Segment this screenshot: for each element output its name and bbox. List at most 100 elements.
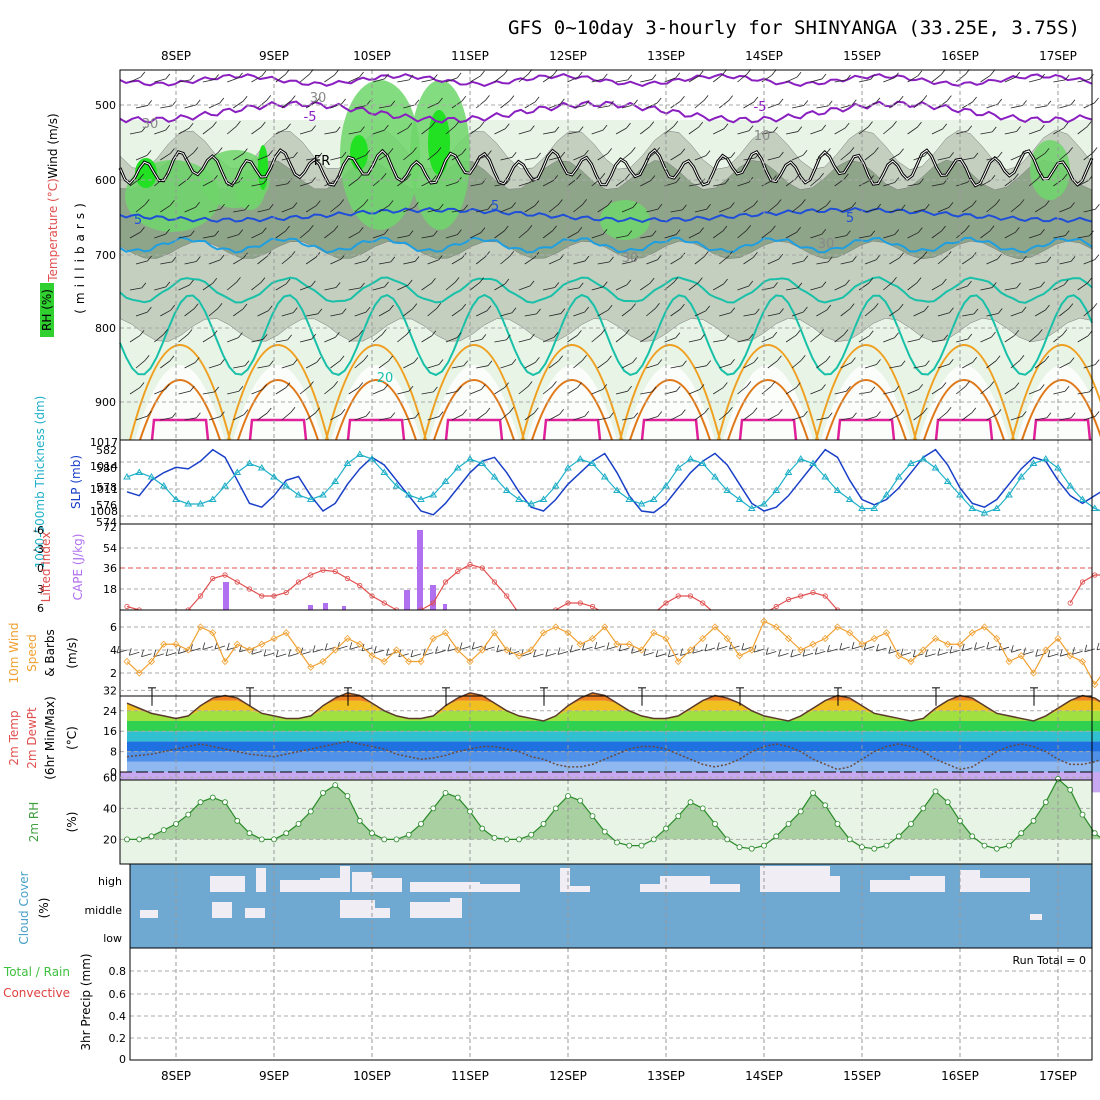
wind-barb: [129, 131, 142, 135]
wind-barb-flag: [998, 643, 1002, 651]
cloud-label: Cloud Cover: [17, 871, 31, 944]
cloud-block: [450, 898, 462, 918]
wind-barb: [980, 230, 991, 239]
wind-barb-flag: [536, 308, 541, 315]
wind-barb-flag: [633, 256, 639, 262]
wind-barb-flag: [986, 641, 990, 650]
isotherm-minus10: [119, 72, 1093, 88]
wind-speed-marker: [968, 629, 976, 637]
wind-barb: [427, 208, 440, 213]
wind-barb-flag: [408, 385, 414, 392]
wind-barb-flag: [700, 334, 705, 340]
thickness-marker: [576, 455, 585, 462]
wind-barb-flag: [1092, 303, 1098, 309]
wind-speed-marker: [686, 646, 695, 654]
wind-barb-flag: [365, 410, 371, 417]
rh-marker: [565, 793, 571, 799]
wind-barb: [348, 335, 359, 343]
isotherm-35: [542, 418, 602, 441]
wind-barb-flag: [991, 331, 996, 338]
thickness-marker: [515, 495, 523, 502]
wind-barb: [567, 231, 579, 239]
thickness-marker: [282, 482, 291, 489]
thickness-marker: [956, 491, 964, 498]
wind-barb-flag: [194, 357, 200, 363]
wind-barb-flag: [1040, 229, 1045, 235]
temp-band: [127, 721, 1100, 732]
wind-barb: [664, 337, 676, 343]
wind-barb: [567, 335, 578, 343]
wind-barb-flag: [947, 95, 952, 101]
wind-barb: [494, 74, 505, 83]
wind-barb: [840, 260, 853, 265]
lifted-index-marker: [1067, 600, 1073, 606]
wind-barb: [476, 365, 489, 369]
wind-barb-flag: [773, 126, 778, 133]
wind-barb-flag: [1059, 649, 1063, 657]
slp-line: [126, 448, 1100, 516]
wind-barb: [208, 208, 221, 213]
wind-barb: [1083, 308, 1094, 317]
wind-barb-flag: [1040, 124, 1045, 131]
temperature-contours: [118, 72, 1100, 441]
wind-barb-flag: [703, 95, 709, 101]
date-label-bottom: 13SEP: [647, 1069, 685, 1083]
wind-barbs: [129, 69, 1100, 421]
wind-barb-flag: [116, 645, 120, 654]
wind-barb-flag: [238, 229, 244, 235]
wind-speed-marker: [748, 646, 756, 654]
wind-barb: [1023, 651, 1034, 656]
wind-barb: [451, 365, 464, 369]
lifted-index-marker: [700, 600, 706, 606]
wind-barb: [135, 105, 148, 109]
tick-label: 1017: [90, 436, 118, 449]
lifted-index-marker: [442, 579, 449, 585]
wind-barb: [790, 653, 801, 658]
wind-barb-flag: [876, 411, 881, 417]
wind-barb: [184, 104, 197, 109]
rh-shading: [119, 80, 1100, 440]
wind-barb: [542, 180, 554, 187]
wind-barb-flag: [698, 121, 704, 128]
wind-barb-flag: [800, 355, 806, 361]
wind-barb: [386, 651, 397, 656]
wind-barb-flag: [1062, 173, 1068, 180]
wind-barb-flag: [1021, 149, 1027, 156]
wind-barb-flag: [333, 69, 339, 76]
wind-speed-marker: [637, 646, 646, 654]
wind-barb-flag: [171, 412, 177, 418]
wind-barb-flag: [844, 173, 849, 180]
wind-barb: [202, 646, 213, 650]
wind-barb: [154, 177, 164, 187]
wind-barb: [470, 232, 482, 239]
wind-barb-flag: [189, 385, 195, 392]
wind-barb: [743, 157, 756, 161]
wind-barb-flag: [967, 125, 973, 131]
wind-barb-flag: [894, 332, 899, 338]
wind-barb-flag: [577, 330, 582, 336]
wind-speed-marker: [270, 634, 278, 643]
wind-barb-flag: [365, 255, 371, 262]
tick-label: 3: [37, 583, 44, 596]
rh-marker: [944, 799, 951, 806]
wind-speed-marker: [319, 657, 327, 666]
wind-barb-flag: [995, 355, 1001, 362]
rh-marker: [479, 825, 486, 832]
wind-barb-flag: [1068, 303, 1074, 309]
wind-barb-flag: [243, 252, 248, 259]
wind-barb-flag: [773, 282, 778, 288]
tick-label: 576: [96, 499, 117, 512]
wind-barb: [410, 653, 422, 658]
wind-barb: [1077, 391, 1090, 395]
wind-barb: [135, 204, 146, 213]
wind-barb: [476, 310, 488, 317]
wind-barb: [980, 287, 993, 291]
wind-barb: [354, 105, 367, 109]
wind-barb-flag: [578, 71, 583, 78]
wind-barb-flag: [141, 126, 147, 132]
wind-barb: [1035, 261, 1047, 265]
wind-barb-flag: [536, 152, 541, 159]
wind-barb: [792, 105, 804, 109]
wind-barb-flag: [699, 384, 705, 390]
wind-barb: [494, 183, 507, 187]
